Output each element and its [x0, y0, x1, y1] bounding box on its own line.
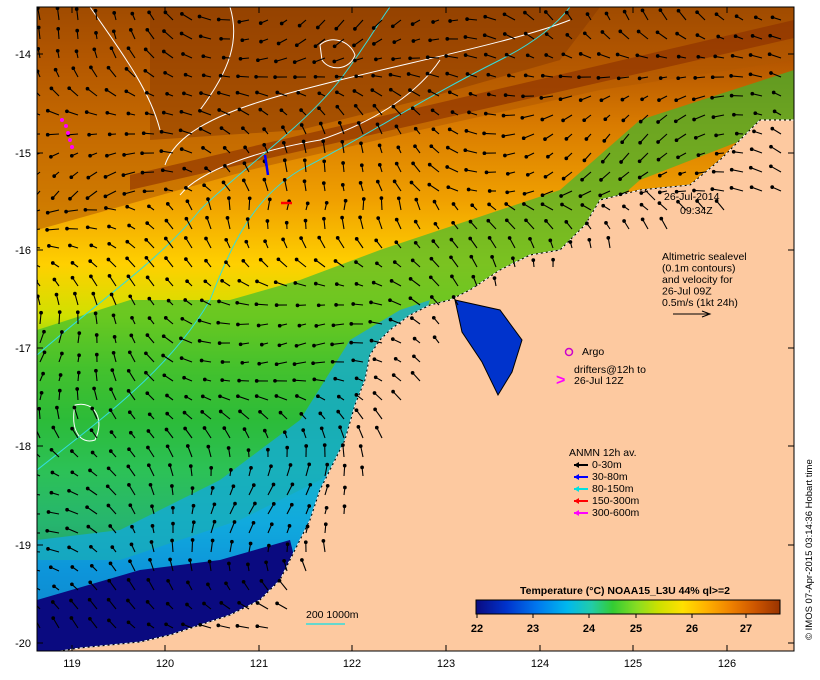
- lat-tick-label: -18: [15, 441, 31, 453]
- cool-coastal-water: [37, 300, 430, 651]
- lat-tick-label: -16: [15, 245, 31, 257]
- colorbar-tick-label: 22: [471, 623, 483, 635]
- swath-artifact: [130, 20, 794, 190]
- altimetry-legend-line: Altimetric sealevel: [662, 251, 747, 263]
- cold-coastal-water: [37, 540, 300, 651]
- drifter-marker-icon: >: [556, 372, 565, 389]
- velocity-arrows: [37, 7, 782, 629]
- lat-tick-label: -15: [15, 148, 31, 160]
- lon-tick-label: 123: [437, 658, 455, 670]
- lon-tick-label: 119: [63, 658, 81, 670]
- anmn-legend-label: 0-30m: [592, 459, 622, 471]
- drifter-tracks: [60, 118, 292, 205]
- colorbar: [475, 599, 781, 615]
- altimetry-legend-line: (0.1m contours): [662, 263, 736, 275]
- isobath-legend-label: 200 1000m: [306, 609, 359, 621]
- lon-tick-label: 122: [343, 658, 361, 670]
- argo-marker-icon: [564, 347, 574, 357]
- colorbar-tick-label: 26: [686, 623, 698, 635]
- lon-tick-label: 124: [531, 658, 549, 670]
- plot-frame: [36, 6, 795, 652]
- lon-tick-label: 120: [156, 658, 174, 670]
- colorbar-tick-label: 23: [527, 623, 539, 635]
- credit-text: © IMOS 07-Apr-2015 03:14:36 Hobart time: [804, 459, 815, 640]
- lon-tick-label: 121: [250, 658, 268, 670]
- altimetry-legend-line: 26-Jul 09Z: [662, 286, 712, 298]
- lat-tick-label: -20: [15, 638, 31, 650]
- anmn-legend-label: 30-80m: [592, 471, 628, 483]
- drifters-legend-line: drifters@12h to: [574, 364, 646, 376]
- lat-tick-label: -14: [15, 49, 31, 61]
- coastline: [59, 119, 794, 651]
- colorbar-tick-label: 27: [740, 623, 752, 635]
- anmn-legend-label: 80-150m: [592, 483, 634, 495]
- lon-tick-label: 125: [624, 658, 642, 670]
- altimetry-legend-line: and velocity for: [662, 274, 733, 286]
- lon-tick-label: 126: [718, 658, 736, 670]
- isobath-1000m: [37, 7, 391, 356]
- timestamp-date: 26-Jul-2014: [664, 191, 720, 203]
- altimetry-legend: Altimetric sealevel(0.1m contours)and ve…: [662, 251, 747, 309]
- lat-tick-label: -17: [15, 343, 31, 355]
- timestamp-time: 09:34Z: [680, 205, 713, 217]
- colorbar-ticks: 22 23 24 25 26 27: [471, 614, 752, 635]
- altimetry-legend-line: 0.5m/s (1kt 24h): [662, 297, 738, 309]
- colorbar-title: Temperature (°C) NOAA15_L3U 44% ql>=2: [520, 585, 730, 597]
- colorbar-tick-label: 25: [630, 623, 642, 635]
- anmn-legend-label: 150-300m: [592, 495, 640, 507]
- drifters-legend-line: 26-Jul 12Z: [574, 375, 624, 387]
- anmn-title: ANMN 12h av.: [569, 447, 637, 459]
- colorbar-tick-label: 24: [583, 623, 596, 635]
- argo-label: Argo: [582, 346, 604, 358]
- isobath-200m: [37, 7, 571, 471]
- lat-tick-label: -19: [15, 540, 31, 552]
- anmn-legend-label: 300-600m: [592, 507, 640, 519]
